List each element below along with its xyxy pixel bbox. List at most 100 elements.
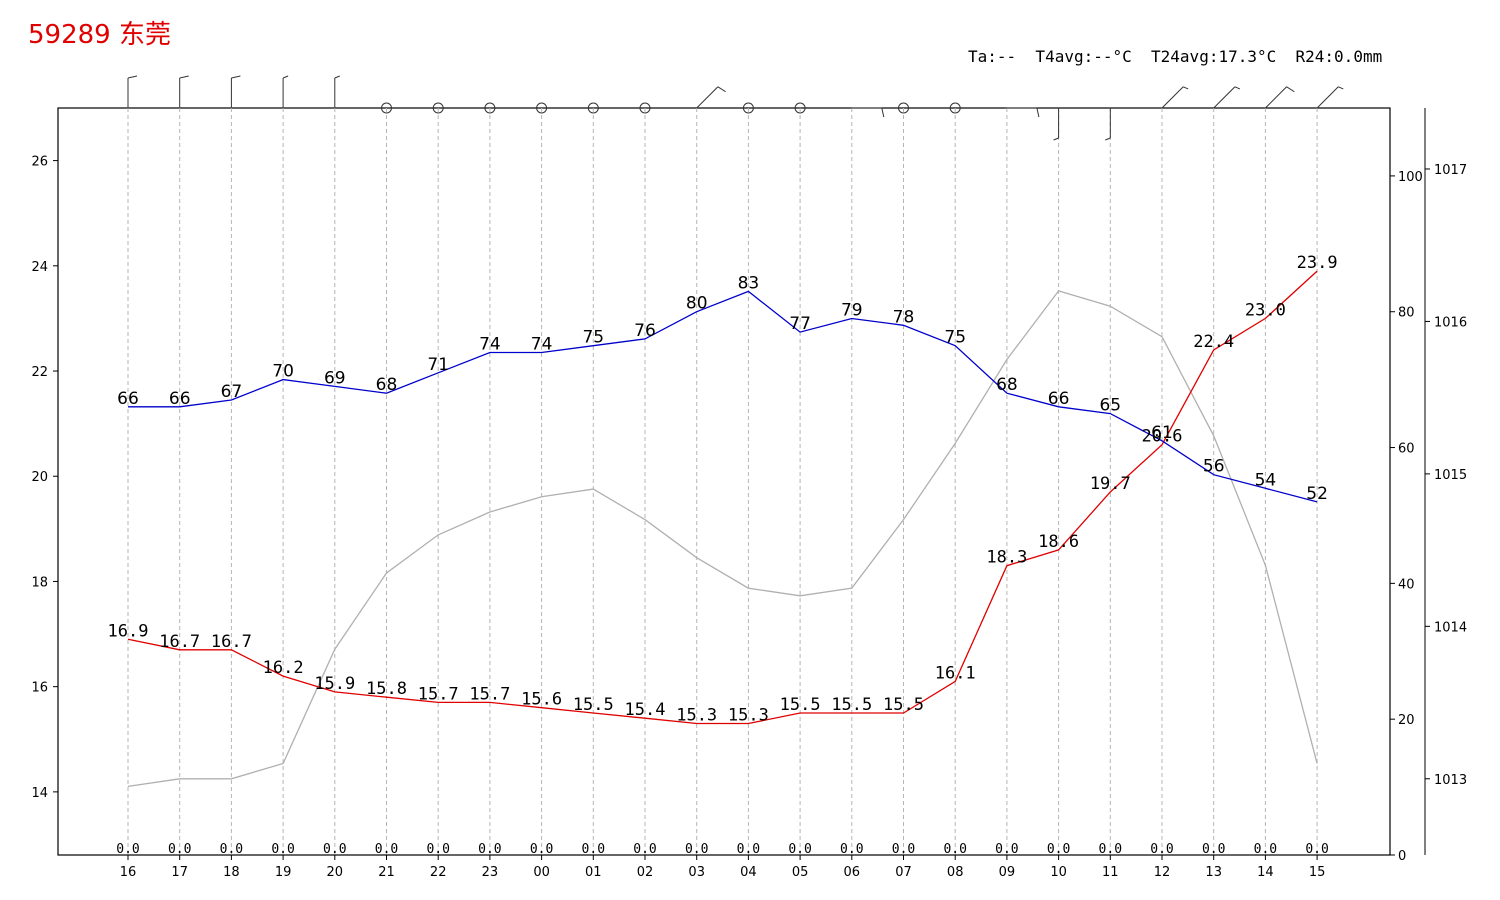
precip-label: 0.0 xyxy=(168,842,191,857)
wind-barb-feather xyxy=(1105,137,1111,141)
temperature-label: 16.1 xyxy=(935,663,976,683)
humidity-label: 80 xyxy=(686,294,708,314)
temperature-label: 23.9 xyxy=(1297,253,1338,273)
wind-barb xyxy=(127,75,138,108)
x-tick-label: 19 xyxy=(275,865,292,880)
temperature-label: 22.4 xyxy=(1193,332,1234,352)
precip-label: 0.0 xyxy=(271,842,294,857)
precip-label: 0.0 xyxy=(737,842,760,857)
y-left-tick-label: 24 xyxy=(31,260,48,275)
temperature-label: 15.5 xyxy=(573,695,614,715)
x-tick-label: 17 xyxy=(171,865,188,880)
humidity-label: 76 xyxy=(634,321,656,341)
temperature-label: 16.2 xyxy=(263,658,304,678)
wind-barb xyxy=(282,75,289,108)
wind-barb xyxy=(230,75,241,108)
temperature-label: 19.7 xyxy=(1090,474,1131,494)
y-far-right-tick-label: 1013 xyxy=(1434,773,1467,788)
precip-label: 0.0 xyxy=(116,842,139,857)
precip-label: 0.0 xyxy=(1047,842,1070,857)
x-tick-label: 14 xyxy=(1257,865,1274,880)
wind-barb xyxy=(1105,108,1111,141)
humidity-label: 67 xyxy=(221,382,243,402)
y-far-right-tick-label: 1014 xyxy=(1434,620,1467,635)
humidity-label: 69 xyxy=(324,368,346,388)
wind-barb xyxy=(1053,108,1060,141)
humidity-label: 56 xyxy=(1203,457,1225,477)
y-left-tick-label: 22 xyxy=(31,365,48,380)
x-tick-label: 15 xyxy=(1309,865,1326,880)
precip-label: 0.0 xyxy=(1202,842,1225,857)
temperature-label: 20.6 xyxy=(1142,427,1183,447)
y-right-tick-label: 100 xyxy=(1398,170,1423,185)
temperature-label: 15.3 xyxy=(676,705,717,725)
wind-barb-staff xyxy=(1265,86,1287,109)
wind-barb-feather xyxy=(1286,86,1295,93)
calm-wind-marker xyxy=(536,102,548,114)
humidity-label: 66 xyxy=(1048,389,1070,409)
humidity-label: 66 xyxy=(117,389,139,409)
y-right-tick-label: 0 xyxy=(1398,849,1406,864)
precip-label: 0.0 xyxy=(943,842,966,857)
wind-barb-staff xyxy=(696,86,719,109)
humidity-label: 61 xyxy=(1151,423,1173,443)
temperature-label: 15.9 xyxy=(314,674,355,694)
precip-label: 0.0 xyxy=(530,842,553,857)
wind-barb-feather xyxy=(1338,86,1344,90)
humidity-label: 74 xyxy=(479,334,501,354)
x-tick-label: 21 xyxy=(378,865,395,880)
temperature-label: 15.3 xyxy=(728,705,769,725)
wind-barb xyxy=(1265,86,1295,109)
x-tick-label: 09 xyxy=(999,865,1016,880)
precip-label: 0.0 xyxy=(1254,842,1277,857)
x-tick-label: 10 xyxy=(1050,865,1067,880)
y-far-right-tick-label: 1015 xyxy=(1434,468,1467,483)
wind-barb-staff xyxy=(1161,86,1184,109)
wind-barb xyxy=(1006,107,1040,118)
temperature-label: 16.7 xyxy=(211,632,252,652)
wind-barb-feather xyxy=(282,75,289,79)
wind-barb-feather xyxy=(881,107,885,118)
calm-wind-marker xyxy=(949,102,961,114)
wind-barb xyxy=(1161,86,1189,109)
precip-label: 0.0 xyxy=(478,842,501,857)
x-tick-label: 16 xyxy=(120,865,137,880)
x-tick-label: 00 xyxy=(533,865,550,880)
humidity-label: 77 xyxy=(789,314,811,334)
humidity-label: 75 xyxy=(582,328,604,348)
x-tick-label: 03 xyxy=(688,865,705,880)
humidity-label: 79 xyxy=(841,301,863,321)
humidity-label: 65 xyxy=(1099,396,1121,416)
wind-barb xyxy=(1213,86,1241,109)
x-tick-label: 05 xyxy=(792,865,809,880)
x-tick-label: 04 xyxy=(740,865,757,880)
wind-barb-feather xyxy=(179,75,189,79)
precip-label: 0.0 xyxy=(840,842,863,857)
wind-barb-staff xyxy=(1213,86,1236,109)
y-left-tick-label: 16 xyxy=(31,681,48,696)
wind-barb xyxy=(696,86,726,109)
x-tick-label: 11 xyxy=(1102,865,1119,880)
wind-barb-staff xyxy=(1316,86,1339,109)
humidity-label: 52 xyxy=(1306,484,1328,504)
wind-barb-feather xyxy=(1183,86,1189,90)
temperature-label: 15.4 xyxy=(625,700,666,720)
y-left-tick-label: 14 xyxy=(31,786,48,801)
precip-label: 0.0 xyxy=(1150,842,1173,857)
x-tick-label: 13 xyxy=(1205,865,1222,880)
calm-wind-marker xyxy=(898,102,909,114)
y-far-right-tick-label: 1017 xyxy=(1434,163,1467,178)
x-tick-label: 06 xyxy=(844,865,861,880)
wind-barb-feather xyxy=(1234,86,1241,90)
humidity-label: 70 xyxy=(272,362,294,382)
wind-barb-feather xyxy=(717,86,726,93)
precip-label: 0.0 xyxy=(633,842,656,857)
calm-wind-marker xyxy=(587,102,599,114)
station-title: 59289 东莞 xyxy=(28,20,171,50)
wind-barb xyxy=(851,107,885,118)
precip-label: 0.0 xyxy=(995,842,1018,857)
y-right-tick-label: 40 xyxy=(1398,577,1415,592)
precip-label: 0.0 xyxy=(426,842,449,857)
x-tick-label: 12 xyxy=(1154,865,1171,880)
